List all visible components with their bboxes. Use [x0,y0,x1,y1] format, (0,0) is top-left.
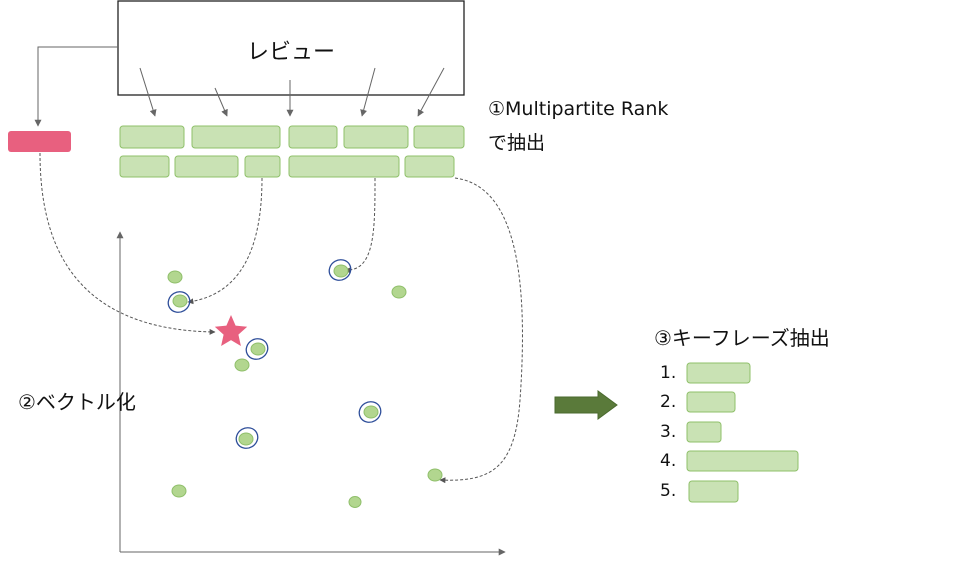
phrase-block [191,125,281,149]
data-point [348,496,362,508]
keyphrase-bar-4 [686,450,799,472]
highlight-ring [167,291,191,313]
vector-points [167,264,443,508]
step1-sublabel: で抽出 [488,132,546,154]
data-point [363,405,379,419]
data-point [427,468,443,482]
rank-number-3: 3. [660,422,677,442]
data-point [172,294,188,308]
mapping-curves [39,152,523,484]
data-point [333,264,349,278]
keyphrase-bar-5 [688,480,739,503]
data-point [238,432,254,446]
phrase-block [343,125,409,149]
selected-rings [167,259,382,449]
rank-number-4: 4. [660,451,677,471]
review-box [117,0,465,96]
data-point [167,270,183,284]
highlight-ring [358,401,382,423]
keyphrase-bar-1 [686,362,751,384]
data-point [171,484,187,498]
phrase-block [288,125,338,149]
phrase-block [413,125,465,149]
phrase-block [404,155,455,178]
phrase-block [288,155,400,178]
result-arrow-icon [554,390,618,420]
keyphrase-bar-2 [686,391,736,413]
query-star-icon [214,315,248,346]
step2-label: ②ベクトル化 [18,390,136,414]
highlight-ring [245,338,269,360]
highlight-ring [328,259,352,281]
vector-space-axes [116,231,506,556]
phrase-block [174,155,239,178]
review-to-phrase-arrows [34,46,445,127]
phrase-block [119,155,170,178]
phrase-block [244,155,281,178]
review-title: レビュー [246,40,335,65]
rank-number-1: 1. [660,363,677,383]
step3-label: ③キーフレーズ抽出 [654,326,830,350]
phrase-row-1 [119,125,465,149]
rank-number-5: 5. [660,481,677,501]
data-point [250,342,266,356]
data-point [234,358,250,372]
query-bar [8,131,71,152]
step1-label: ①Multipartite Rank [488,98,669,120]
data-point [391,285,407,299]
phrase-block [119,125,185,149]
phrase-row-2 [119,155,455,178]
keyphrase-bar-3 [686,421,722,443]
ranked-keyphrases [686,362,799,503]
rank-number-2: 2. [660,392,677,412]
highlight-ring [235,427,259,449]
